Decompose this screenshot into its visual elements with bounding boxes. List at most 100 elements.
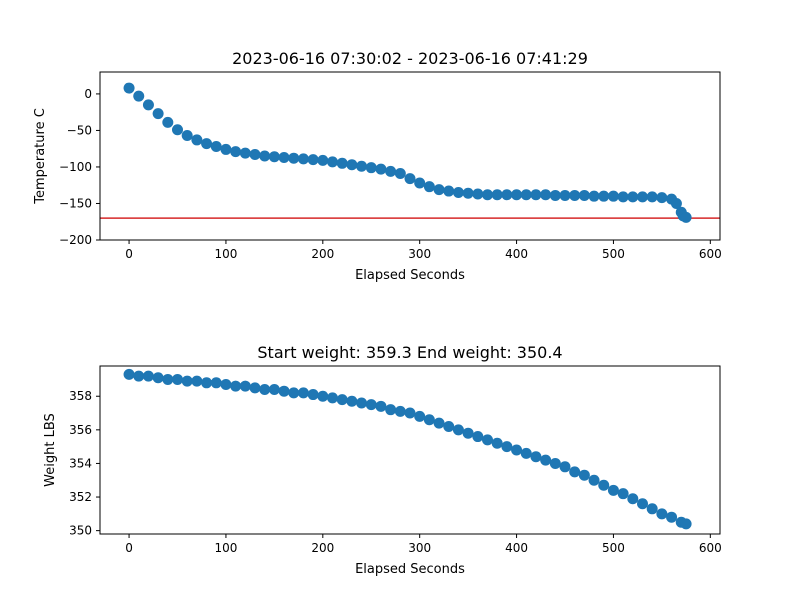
data-point bbox=[646, 191, 658, 203]
data-point bbox=[646, 503, 658, 515]
data-point bbox=[249, 382, 261, 394]
data-point bbox=[520, 189, 532, 201]
data-point bbox=[133, 90, 145, 102]
data-point bbox=[598, 190, 610, 202]
data-point bbox=[385, 165, 397, 177]
data-point bbox=[404, 407, 416, 419]
data-point bbox=[530, 189, 542, 201]
data-point bbox=[472, 431, 484, 443]
data-point bbox=[220, 143, 232, 155]
chart-panel-2: 0 100 200 300 400 500 600 350 352 354 356 358 Start … bbox=[43, 343, 722, 577]
data-point bbox=[617, 191, 629, 203]
data-point bbox=[617, 488, 629, 500]
data-point bbox=[559, 189, 571, 201]
data-point bbox=[680, 518, 692, 530]
data-point bbox=[559, 461, 571, 473]
data-point bbox=[356, 160, 368, 172]
data-point bbox=[162, 116, 174, 128]
data-point bbox=[656, 192, 668, 204]
x-tick-label: 500 bbox=[602, 247, 625, 261]
x-axis-label: Elapsed Seconds bbox=[355, 562, 465, 577]
data-point bbox=[297, 387, 309, 399]
y-tick-label: 350 bbox=[69, 524, 92, 538]
data-point bbox=[588, 474, 600, 486]
marker-group bbox=[123, 82, 692, 223]
x-tick-label: 300 bbox=[408, 541, 431, 555]
y-axis-label: Temperature C bbox=[33, 108, 48, 205]
data-point bbox=[268, 151, 280, 163]
data-point bbox=[540, 189, 552, 201]
data-point bbox=[540, 454, 552, 466]
data-point bbox=[607, 190, 619, 202]
data-point bbox=[482, 434, 493, 446]
data-point bbox=[375, 400, 387, 412]
data-point bbox=[336, 157, 348, 169]
data-point bbox=[152, 372, 164, 384]
data-point bbox=[201, 377, 213, 389]
x-tick-label: 200 bbox=[311, 541, 334, 555]
data-point bbox=[404, 173, 416, 185]
data-point bbox=[598, 479, 610, 491]
data-point bbox=[501, 441, 513, 453]
data-point bbox=[452, 424, 464, 436]
data-point bbox=[181, 130, 193, 142]
data-point bbox=[172, 373, 183, 385]
data-point bbox=[394, 405, 406, 417]
data-point bbox=[452, 187, 464, 199]
data-point bbox=[627, 191, 639, 203]
y-tick-label: −100 bbox=[59, 160, 92, 174]
y-tick-label: 358 bbox=[69, 389, 92, 403]
data-point bbox=[365, 162, 377, 174]
data-point bbox=[220, 378, 232, 390]
data-point bbox=[569, 466, 581, 478]
data-point bbox=[414, 410, 426, 422]
data-point bbox=[680, 211, 692, 223]
data-point bbox=[375, 163, 387, 175]
data-point bbox=[297, 153, 309, 165]
data-point bbox=[346, 159, 358, 171]
data-point bbox=[230, 380, 242, 392]
data-point bbox=[317, 390, 329, 402]
data-point bbox=[491, 189, 503, 201]
data-point bbox=[578, 189, 590, 201]
data-point bbox=[627, 493, 639, 505]
data-point bbox=[511, 444, 523, 456]
x-tick-label: 600 bbox=[699, 541, 722, 555]
data-point bbox=[433, 184, 445, 196]
data-point bbox=[670, 197, 682, 209]
data-point bbox=[462, 187, 474, 199]
data-point bbox=[336, 394, 348, 406]
x-tick-label: 300 bbox=[408, 247, 431, 261]
data-point bbox=[356, 397, 368, 409]
data-point bbox=[201, 138, 213, 150]
data-point bbox=[181, 375, 193, 387]
data-point bbox=[268, 384, 280, 396]
data-point bbox=[385, 404, 397, 416]
data-point bbox=[162, 373, 174, 385]
data-point bbox=[172, 124, 183, 136]
data-point bbox=[462, 427, 474, 439]
data-point bbox=[239, 147, 251, 159]
x-tick-label: 0 bbox=[125, 541, 133, 555]
x-tick-label: 400 bbox=[505, 541, 528, 555]
data-point bbox=[259, 384, 271, 396]
x-tick-label: 100 bbox=[214, 541, 237, 555]
data-point bbox=[491, 437, 503, 449]
x-tick-label: 100 bbox=[214, 247, 237, 261]
data-point bbox=[443, 420, 455, 432]
data-point bbox=[278, 151, 290, 163]
data-point bbox=[249, 149, 261, 161]
y-tick-label: 356 bbox=[69, 423, 92, 437]
plot-frame bbox=[99, 71, 721, 241]
data-point bbox=[414, 177, 426, 189]
marker-group bbox=[123, 368, 692, 530]
x-tick-label: 600 bbox=[699, 247, 722, 261]
data-point bbox=[191, 134, 203, 146]
data-point bbox=[327, 392, 338, 404]
data-point bbox=[520, 447, 532, 459]
y-tick-label: −50 bbox=[67, 123, 92, 137]
y-axis-label: Weight LBS bbox=[43, 413, 58, 487]
data-point bbox=[607, 484, 619, 496]
data-point bbox=[549, 189, 561, 201]
